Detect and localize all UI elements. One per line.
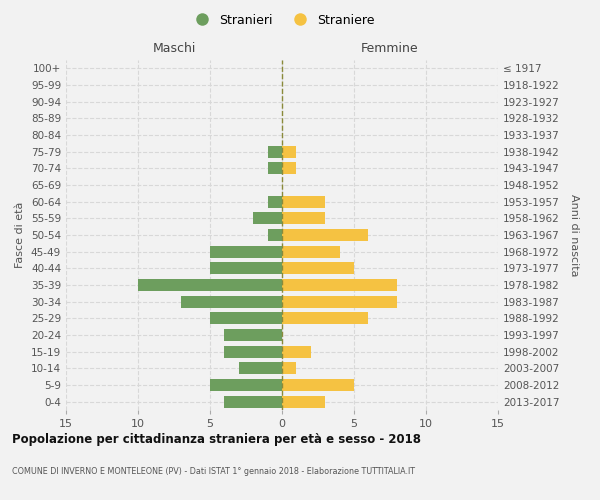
Bar — [210, 379, 282, 391]
Bar — [282, 279, 397, 291]
Text: Maschi: Maschi — [152, 42, 196, 55]
Bar — [224, 329, 282, 341]
Bar — [282, 312, 368, 324]
Text: Femmine: Femmine — [361, 42, 419, 55]
Bar — [282, 162, 296, 174]
Bar — [224, 346, 282, 358]
Y-axis label: Anni di nascita: Anni di nascita — [569, 194, 579, 276]
Text: COMUNE DI INVERNO E MONTELEONE (PV) - Dati ISTAT 1° gennaio 2018 - Elaborazione : COMUNE DI INVERNO E MONTELEONE (PV) - Da… — [12, 468, 415, 476]
Bar — [253, 212, 282, 224]
Bar — [282, 229, 368, 241]
Legend: Stranieri, Straniere: Stranieri, Straniere — [184, 8, 380, 32]
Bar — [138, 279, 282, 291]
Bar — [282, 262, 354, 274]
Bar — [282, 146, 296, 158]
Bar — [268, 162, 282, 174]
Bar — [210, 312, 282, 324]
Bar — [282, 396, 325, 407]
Bar — [268, 196, 282, 207]
Bar — [282, 196, 325, 207]
Bar — [210, 262, 282, 274]
Bar — [282, 246, 340, 258]
Bar — [181, 296, 282, 308]
Bar — [224, 396, 282, 407]
Y-axis label: Fasce di età: Fasce di età — [16, 202, 25, 268]
Bar — [282, 296, 397, 308]
Bar — [268, 229, 282, 241]
Bar — [282, 362, 296, 374]
Bar — [282, 379, 354, 391]
Bar — [239, 362, 282, 374]
Bar — [282, 346, 311, 358]
Bar — [282, 212, 325, 224]
Text: Popolazione per cittadinanza straniera per età e sesso - 2018: Popolazione per cittadinanza straniera p… — [12, 432, 421, 446]
Bar — [210, 246, 282, 258]
Bar — [268, 146, 282, 158]
